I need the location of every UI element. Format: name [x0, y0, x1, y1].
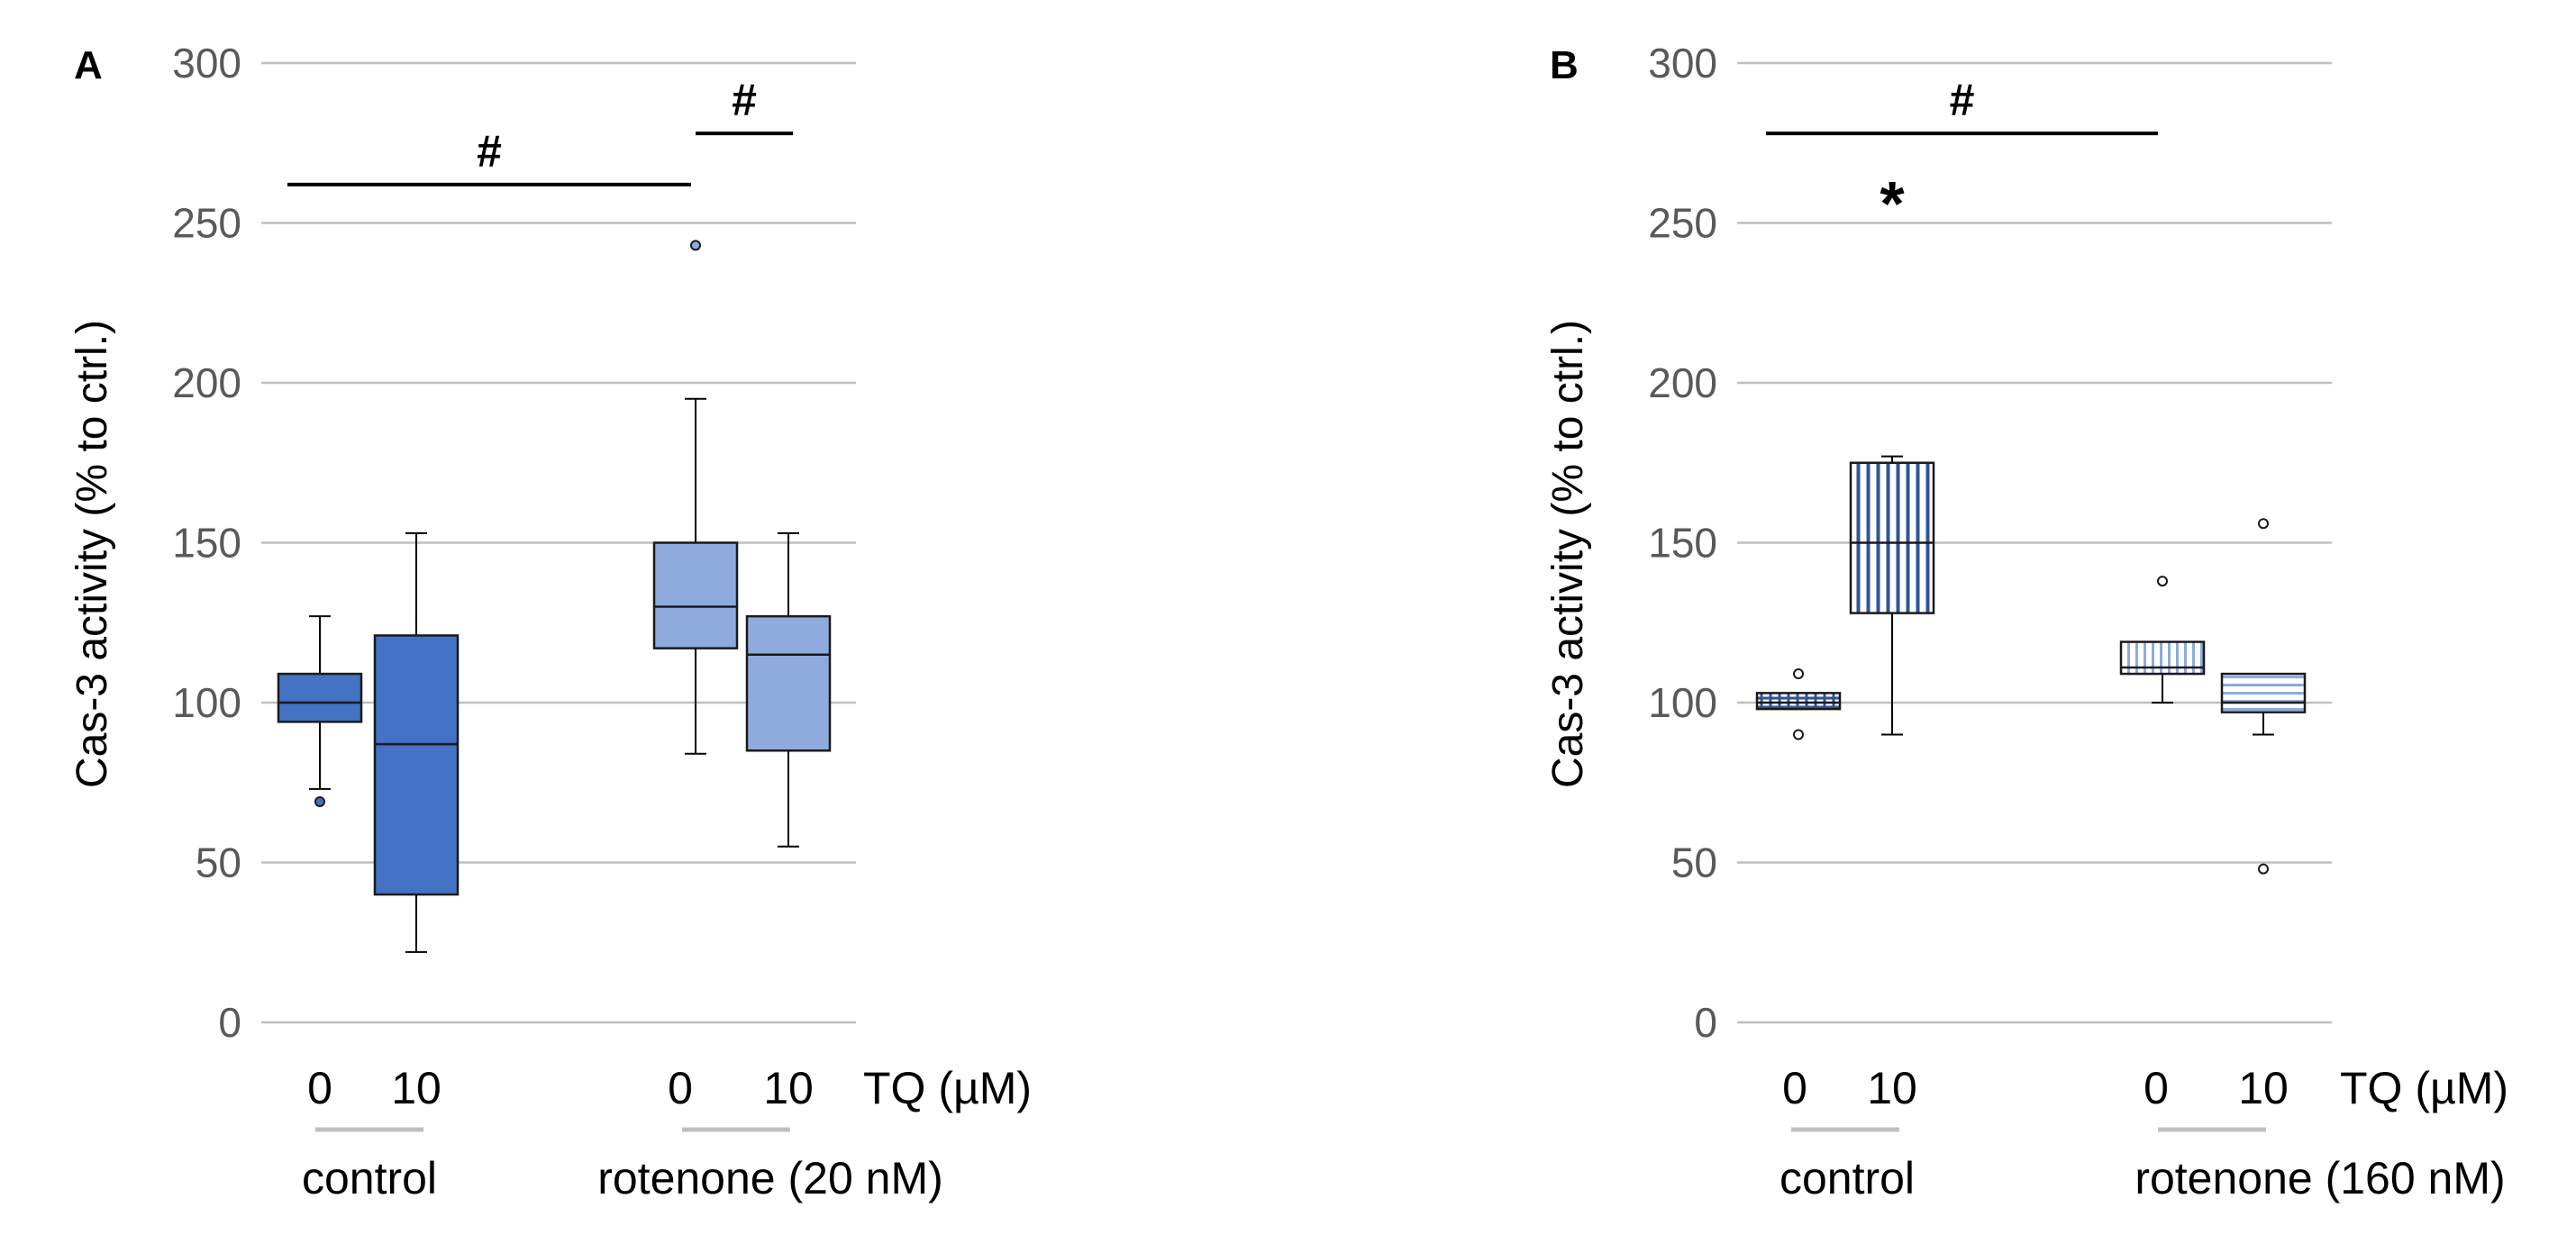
- panel-b-box-control-10-body: [1849, 461, 1935, 614]
- panel-a-box-rotenone-10-body: [745, 614, 832, 752]
- panel-a-tick-rotenone-10: 10: [763, 1063, 814, 1113]
- panel-b-tick-rotenone-10: 10: [2238, 1063, 2289, 1113]
- panel-b-y-tick-0: 0: [1694, 999, 1717, 1046]
- panel-a-tick-control-10: 10: [391, 1063, 441, 1113]
- panel-b-y-tick-150: 150: [1648, 520, 1717, 567]
- panel-b-y-tick-200: 200: [1648, 359, 1717, 406]
- panel-a-group-label-control: control: [302, 1153, 437, 1203]
- panel-b-y-tick-100: 100: [1648, 679, 1717, 726]
- panel-b-box-rotenone-10-outlier-1: [2258, 518, 2269, 530]
- panel-b-box-control-0-outlier-1: [1793, 668, 1804, 680]
- panel-a-y-tick-50: 50: [196, 840, 241, 886]
- panel-a-y-tick-0: 0: [218, 999, 241, 1046]
- panel-b-y-tick-50: 50: [1671, 840, 1717, 886]
- panel-a-letter: A: [74, 43, 103, 87]
- panel-b-box-control-0-body: [1755, 692, 1842, 711]
- panel-a-box-rotenone-0-body: [652, 541, 739, 649]
- panel-a-y-tick-200: 200: [172, 359, 241, 406]
- panel-a-y-axis-label: Cas-3 activity (% to ctrl.): [68, 320, 116, 788]
- panel-a: A Cas-3 activity (% to ctrl.) TQ (µM) co…: [68, 43, 1032, 1203]
- panel-b-box-rotenone-10-body: [2220, 672, 2307, 713]
- panel-a-x-variable-label: TQ (µM): [863, 1063, 1032, 1113]
- panel-b-box-control-0-outlier-0: [1793, 729, 1804, 740]
- panel-b-y-axis-label: Cas-3 activity (% to ctrl.): [1544, 320, 1592, 788]
- panel-b-tick-rotenone-0: 0: [2144, 1063, 2169, 1113]
- panel-b-box-rotenone-0-body: [2119, 640, 2206, 676]
- panel-a-box-control-0-body: [277, 672, 363, 723]
- panel-a-box-control-0-outlier-0: [314, 796, 325, 808]
- panel-a-tick-rotenone-0: 0: [668, 1063, 693, 1113]
- panel-b-box-rotenone-0-outlier-0: [2157, 576, 2168, 587]
- panel-a-y-tick-150: 150: [172, 520, 241, 567]
- panel-a-y-tick-300: 300: [172, 40, 241, 86]
- panel-a-box-control-10-body: [373, 634, 460, 896]
- panel-b: B Cas-3 activity (% to ctrl.) TQ (µM) co…: [1544, 43, 2508, 1203]
- panel-b-y-tick-250: 250: [1648, 200, 1717, 247]
- panel-b-group-label-rotenone: rotenone (160 nM): [2135, 1153, 2505, 1203]
- plot-layer: 0 50 100 150 200 250 300 # #0 50 100 150 200 250 300 # *: [172, 40, 2332, 1046]
- panel-b-group-label-control: control: [1780, 1153, 1915, 1203]
- panel-b-y-tick-300: 300: [1648, 40, 1717, 86]
- panel-b-box-rotenone-10-outlier-0: [2258, 863, 2269, 875]
- panel-b-x-variable-label: TQ (µM): [2340, 1063, 2508, 1113]
- panel-a-tick-control-0: 0: [307, 1063, 332, 1113]
- panel-a-significance-mark-1: #: [732, 75, 757, 125]
- panel-a-group-label-rotenone: rotenone (20 nM): [597, 1153, 943, 1203]
- panel-b-tick-control-0: 0: [1782, 1063, 1807, 1113]
- panel-b-letter: B: [1550, 43, 1579, 87]
- panel-b-significance-mark-0: #: [1950, 75, 1975, 125]
- panel-a-box-rotenone-0-outlier-0: [690, 240, 701, 251]
- panel-b-significance-mark-1: *: [1880, 168, 1905, 239]
- panel-b-tick-control-10: 10: [1867, 1063, 1917, 1113]
- panel-a-y-tick-100: 100: [172, 679, 241, 726]
- panel-a-significance-mark-0: #: [477, 126, 502, 177]
- panel-a-y-tick-250: 250: [172, 200, 241, 247]
